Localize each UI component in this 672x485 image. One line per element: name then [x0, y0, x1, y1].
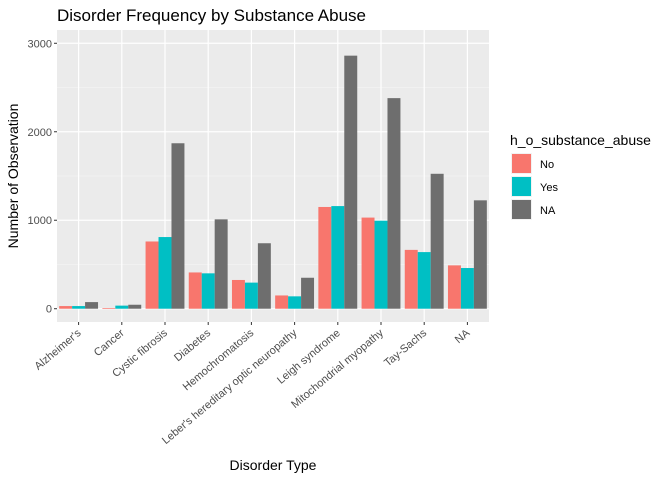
legend-swatch-no [512, 154, 531, 173]
bar-yes-0 [72, 306, 86, 309]
x-tick-label: Cancer [92, 327, 127, 359]
bar-no-2 [145, 241, 159, 309]
legend: h_o_substance_abuse No Yes NA [510, 132, 651, 220]
y-axis-label: Number of Observation [5, 104, 21, 249]
bar-yes-7 [374, 220, 388, 309]
bar-na-1 [128, 304, 142, 309]
bar-no-5 [275, 295, 289, 309]
bar-no-1 [102, 308, 116, 309]
y-tick-label: 0 [46, 304, 52, 316]
legend-swatch-na [512, 200, 531, 219]
bar-no-6 [318, 206, 332, 309]
bar-yes-6 [331, 206, 345, 309]
bar-no-8 [404, 249, 418, 309]
bar-na-6 [344, 55, 358, 309]
bar-na-2 [171, 143, 185, 309]
y-axis: 0 1000 2000 3000 [28, 38, 57, 316]
bar-yes-8 [417, 252, 431, 309]
x-tick-label: NA [453, 327, 473, 346]
x-tick-label: Hemochromatosis [181, 327, 257, 393]
bars [59, 55, 487, 309]
bar-na-0 [85, 302, 99, 309]
y-tick-label: 2000 [28, 127, 52, 139]
legend-title: h_o_substance_abuse [510, 132, 651, 148]
bar-na-8 [430, 173, 444, 309]
bar-yes-1 [115, 305, 129, 309]
bar-na-4 [257, 243, 271, 309]
legend-label-no: No [540, 159, 554, 171]
bar-na-9 [473, 200, 487, 309]
bar-no-7 [361, 217, 375, 309]
bar-na-7 [387, 98, 401, 309]
bar-no-4 [231, 279, 245, 309]
bar-yes-3 [201, 273, 215, 309]
x-tick-label: Tay-Sachs [382, 327, 429, 370]
bar-yes-2 [158, 237, 172, 309]
x-tick-label: Diabetes [172, 327, 213, 364]
bar-yes-9 [460, 268, 474, 309]
x-axis-label: Disorder Type [230, 457, 317, 473]
bar-no-9 [447, 265, 461, 309]
bar-na-5 [301, 277, 315, 309]
y-tick-label: 3000 [28, 38, 52, 50]
legend-label-yes: Yes [540, 182, 558, 194]
bar-no-0 [59, 306, 73, 309]
chart-title: Disorder Frequency by Substance Abuse [57, 6, 366, 25]
bar-no-3 [188, 272, 202, 309]
legend-label-na: NA [540, 205, 556, 217]
x-tick-label: Alzheimer's [33, 327, 84, 373]
y-tick-label: 1000 [28, 215, 52, 227]
bar-yes-5 [288, 296, 302, 309]
bar-na-3 [214, 219, 228, 309]
bar-yes-4 [244, 282, 258, 309]
legend-swatch-yes [512, 177, 531, 196]
